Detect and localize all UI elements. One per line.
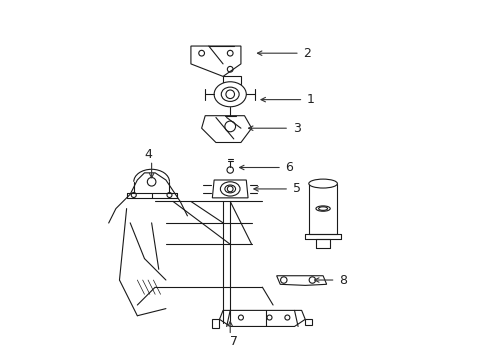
Text: 8: 8 (339, 274, 346, 287)
Ellipse shape (214, 82, 246, 107)
Text: 3: 3 (292, 122, 300, 135)
Text: 1: 1 (306, 93, 314, 106)
Text: 6: 6 (285, 161, 293, 174)
Polygon shape (305, 319, 312, 325)
Text: 7: 7 (230, 335, 238, 348)
Polygon shape (308, 184, 337, 234)
Polygon shape (219, 310, 305, 327)
Polygon shape (276, 276, 326, 285)
Ellipse shape (308, 179, 337, 188)
Text: 5: 5 (292, 183, 300, 195)
Polygon shape (212, 180, 247, 198)
Polygon shape (201, 116, 251, 143)
Polygon shape (190, 46, 241, 76)
Text: 2: 2 (303, 47, 311, 60)
Polygon shape (212, 319, 219, 328)
Text: 4: 4 (144, 148, 152, 161)
Polygon shape (223, 76, 241, 84)
